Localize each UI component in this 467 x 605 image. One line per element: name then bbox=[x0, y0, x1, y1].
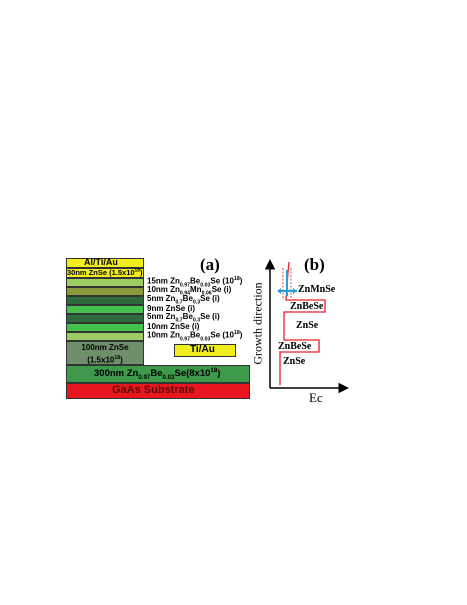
gaas-substrate bbox=[66, 383, 250, 399]
layer-label-1: 10nm Zn0.94Mn0.06Se (i) bbox=[147, 285, 232, 297]
layer-label-3: 9nm ZnSe (i) bbox=[147, 304, 196, 313]
layer-label-5: 10nm ZnSe (i) bbox=[147, 322, 200, 331]
layer-5nm-znbese-2 bbox=[66, 314, 144, 323]
layer-10nm-znmnse bbox=[66, 287, 144, 296]
layer-300nm-znbese bbox=[66, 365, 250, 383]
contact-al-ti-au bbox=[66, 258, 144, 268]
cap-layer-label: 30nm ZnSe (1.5x1018) bbox=[67, 268, 143, 277]
znmnse-marker-arrow bbox=[277, 288, 281, 294]
layer-15nm-znbese bbox=[66, 278, 144, 287]
contact-ti-au-label: Ti/Au bbox=[190, 344, 215, 355]
znmnse-marker-arrow-2 bbox=[293, 288, 297, 294]
y-axis-label: Growth direction bbox=[250, 282, 265, 365]
contact-al-ti-au-label: Al/Ti/Au bbox=[84, 257, 118, 267]
region-label-znmnse: ZnMnSe bbox=[298, 284, 336, 295]
region-label-znbese-1: ZnBeSe bbox=[290, 301, 324, 312]
layer-10nm-znse bbox=[66, 323, 144, 332]
panel-a-label: (a) bbox=[200, 255, 220, 274]
layer-5nm-znbese-1 bbox=[66, 296, 144, 305]
layer-100nm-znse bbox=[66, 341, 144, 365]
layer-300nm-znbese-label: 300nm Zn0.97Be0.03Se(8x1018) bbox=[94, 367, 221, 382]
layer-100nm-znse-label: 100nm ZnSe (1.5x1018) bbox=[81, 343, 129, 365]
layer-label-6: 10nm Zn0.97Be0.03Se (1018) bbox=[147, 330, 243, 343]
layer-label-2: 5nm Zn0.7Be0.3Se (i) bbox=[147, 294, 220, 306]
cap-layer-30nm-znse bbox=[66, 268, 144, 278]
contact-ti-au bbox=[174, 344, 236, 357]
layer-9nm-znse bbox=[66, 305, 144, 314]
layer-10nm-znbese bbox=[66, 332, 144, 341]
x-axis-label: Ec bbox=[309, 390, 323, 405]
region-label-znse-1: ZnSe bbox=[296, 320, 319, 331]
region-label-znse-2: ZnSe bbox=[283, 356, 306, 367]
layer-label-4: 5nm Zn0.7Be0.3Se (i) bbox=[147, 312, 220, 324]
panel-b-label: (b) bbox=[304, 255, 325, 274]
layer-label-0: 15nm Zn0.97Be0.03Se (1018) bbox=[147, 276, 243, 289]
region-label-znbese-2: ZnBeSe bbox=[278, 341, 312, 352]
gaas-substrate-label: GaAs Substrate bbox=[112, 384, 195, 396]
